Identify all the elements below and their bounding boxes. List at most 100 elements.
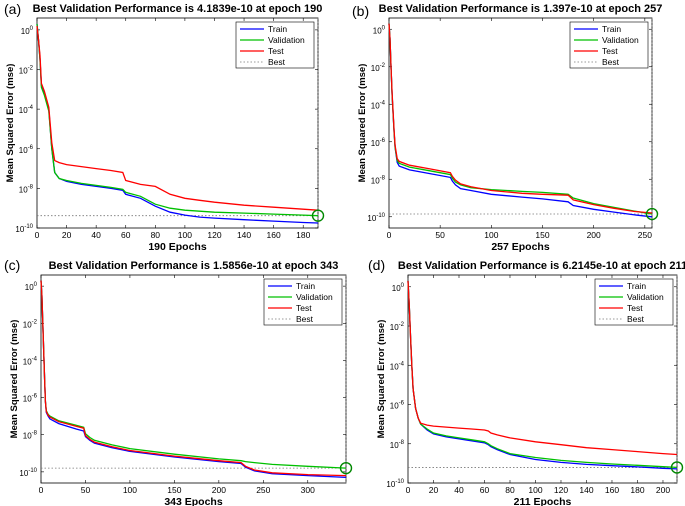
y-tick-label: 10-6 [390, 401, 405, 411]
x-tick-label: 50 [435, 230, 445, 240]
y-tick-label: 10-4 [19, 105, 34, 115]
x-axis-label: 190 Epochs [148, 241, 207, 253]
chart-title: Best Validation Performance is 6.2145e-1… [398, 260, 685, 272]
y-tick-label: 10-10 [15, 224, 33, 234]
legend-label-train: Train [268, 24, 287, 34]
x-tick-label: 200 [212, 485, 226, 495]
y-tick-label: 10-2 [371, 63, 386, 73]
y-axis-label: Mean Squared Error (mse) [9, 320, 20, 439]
x-tick-label: 0 [35, 230, 40, 240]
panel-b: (b) Best Validation Performance is 1.397e… [352, 3, 662, 253]
panel-label: (c) [4, 257, 20, 273]
x-tick-label: 120 [207, 230, 221, 240]
x-tick-label: 200 [656, 485, 670, 495]
y-tick-label: 10-8 [23, 431, 38, 441]
chart-title: Best Validation Performance is 4.1839e-1… [33, 3, 323, 15]
legend-box [263, 278, 343, 326]
y-tick-label: 10-2 [19, 66, 34, 76]
x-tick-label: 80 [151, 230, 161, 240]
x-tick-label: 0 [39, 485, 44, 495]
series-line-test [40, 280, 347, 477]
panel-a: (a) Best Validation Performance is 4.1839… [4, 1, 325, 253]
x-tick-label: 140 [579, 485, 593, 495]
legend-label-validation: Validation [602, 35, 639, 45]
legend-label-train: Train [627, 281, 646, 291]
x-tick-label: 120 [554, 485, 568, 495]
best-marker [311, 209, 325, 222]
series-line-test [388, 23, 653, 214]
legend-label-test: Test [602, 46, 618, 56]
x-axis-label: 257 Epochs [491, 241, 550, 253]
chart-title: Best Validation Performance is 1.397e-10… [379, 3, 663, 15]
y-tick-label: 10-10 [367, 213, 385, 223]
x-tick-label: 20 [62, 230, 72, 240]
legend-label-best: Best [627, 314, 645, 324]
series-line-test [407, 280, 678, 456]
y-axis-label: Mean Squared Error (mse) [376, 320, 387, 439]
x-tick-label: 180 [630, 485, 644, 495]
panel-d: (d) Best Validation Performance is 6.2145… [368, 257, 685, 506]
x-tick-label: 100 [484, 230, 498, 240]
panel-label: (b) [352, 3, 369, 19]
x-tick-label: 200 [587, 230, 601, 240]
y-tick-label: 10-8 [19, 184, 34, 194]
x-axis-label: 211 Epochs [514, 496, 572, 506]
legend-label-best: Best [296, 314, 314, 324]
legend-label-test: Test [627, 303, 643, 313]
x-axis-label: 343 Epochs [164, 496, 223, 506]
x-tick-label: 50 [81, 485, 91, 495]
y-tick-label: 100 [25, 282, 38, 292]
x-tick-label: 250 [256, 485, 270, 495]
x-tick-label: 180 [296, 230, 310, 240]
x-tick-label: 100 [178, 230, 192, 240]
y-tick-label: 10-8 [390, 440, 405, 450]
series-line-validation [36, 23, 319, 217]
y-tick-label: 10-4 [371, 100, 386, 110]
legend-box [235, 21, 315, 69]
y-tick-label: 10-10 [386, 479, 404, 489]
best-marker [645, 207, 659, 221]
x-tick-label: 40 [454, 485, 464, 495]
y-tick-label: 10-4 [390, 361, 405, 371]
y-axis-label: Mean Squared Error (mse) [357, 64, 368, 183]
panel-label: (d) [368, 257, 385, 273]
x-tick-label: 80 [505, 485, 515, 495]
y-tick-label: 10-6 [23, 394, 38, 404]
legend-box [594, 278, 674, 326]
y-tick-label: 10-8 [371, 175, 386, 185]
x-tick-label: 100 [528, 485, 542, 495]
legend-label-test: Test [268, 46, 284, 56]
series-line-test [36, 25, 319, 211]
x-tick-label: 60 [121, 230, 131, 240]
y-tick-label: 100 [392, 283, 405, 293]
x-tick-label: 60 [480, 485, 490, 495]
legend-label-train: Train [296, 281, 315, 291]
y-tick-label: 10-6 [19, 145, 34, 155]
legend-label-train: Train [602, 24, 621, 34]
x-tick-label: 140 [237, 230, 251, 240]
best-marker [339, 461, 353, 475]
legend-label-test: Test [296, 303, 312, 313]
legend-box [569, 21, 649, 69]
legend-label-validation: Validation [296, 292, 333, 302]
panel-label: (a) [4, 1, 21, 17]
legend-label-validation: Validation [268, 35, 305, 45]
x-tick-label: 300 [301, 485, 315, 495]
legend-label-best: Best [268, 57, 286, 67]
x-tick-label: 0 [387, 230, 392, 240]
panel-c: (c) Best Validation Performance is 1.5856… [4, 257, 353, 506]
y-tick-label: 100 [373, 25, 386, 35]
legend-label-validation: Validation [627, 292, 664, 302]
y-tick-label: 10-6 [371, 138, 386, 148]
x-tick-label: 150 [535, 230, 549, 240]
x-tick-label: 40 [91, 230, 101, 240]
chart-title: Best Validation Performance is 1.5856e-1… [49, 260, 339, 272]
y-tick-label: 10-2 [390, 322, 405, 332]
legend-label-best: Best [602, 57, 620, 67]
y-tick-label: 100 [21, 26, 34, 36]
